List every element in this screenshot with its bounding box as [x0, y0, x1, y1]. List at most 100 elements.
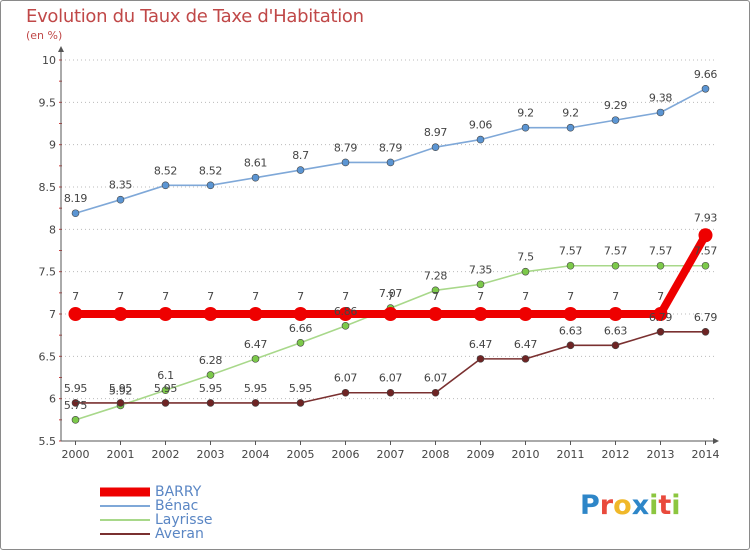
data-point-barry: [113, 307, 128, 321]
legend-item-barry: BARRY: [100, 484, 360, 500]
data-label-barry: 7: [612, 290, 619, 303]
x-tick-label: 2008: [422, 448, 450, 461]
data-label-layrisse: 7.35: [469, 263, 493, 276]
data-point-barry: [608, 307, 623, 321]
data-point-averan: [161, 399, 170, 407]
data-label-b-nac: 8.35: [109, 179, 133, 192]
data-label-barry: 7: [387, 290, 394, 303]
data-label-averan: 6.63: [559, 324, 583, 337]
data-point-layrisse: [296, 338, 305, 347]
data-point-averan: [566, 341, 575, 350]
chart-title: Evolution du Taux de Taxe d'Habitation: [26, 6, 364, 27]
x-tick-label: 2001: [107, 448, 135, 461]
data-point-averan: [341, 388, 350, 397]
legend-item-b-nac: Bénac: [100, 498, 360, 514]
data-point-layrisse: [71, 416, 80, 424]
data-point-layrisse: [206, 371, 215, 379]
data-point-b-nac: [161, 181, 170, 190]
data-label-layrisse: 6.1: [157, 369, 174, 382]
y-tick-label: 9: [49, 139, 56, 152]
data-label-layrisse: 6.86: [334, 305, 358, 318]
proxiti-logo: Proxiti: [580, 490, 681, 521]
data-label-averan: 6.47: [469, 338, 493, 351]
data-point-averan: [71, 399, 80, 407]
y-tick-label: 8: [49, 223, 56, 236]
data-label-barry: 7: [297, 290, 304, 303]
data-label-layrisse: 5.92: [109, 384, 132, 397]
data-point-averan: [701, 327, 710, 336]
data-point-averan: [656, 327, 665, 336]
data-point-b-nac: [656, 108, 665, 117]
x-tick-label: 2007: [377, 448, 405, 461]
data-point-b-nac: [701, 84, 710, 93]
data-label-b-nac: 9.38: [649, 91, 673, 104]
data-label-layrisse: 6.28: [199, 354, 223, 367]
data-point-barry: [518, 307, 533, 321]
logo-letter: P: [580, 490, 600, 521]
data-point-b-nac: [296, 166, 305, 174]
x-tick-label: 2013: [647, 448, 675, 461]
chart-subtitle: (en %): [26, 29, 63, 42]
data-label-b-nac: 9.66: [694, 68, 718, 81]
data-point-barry: [68, 307, 83, 321]
data-label-barry: 7: [567, 290, 574, 303]
y-axis-arrow: [58, 46, 64, 52]
data-label-averan: 5.95: [154, 382, 178, 395]
y-tick-label: 10: [42, 54, 56, 67]
data-label-b-nac: 9.2: [517, 107, 534, 120]
data-point-b-nac: [476, 135, 485, 144]
x-tick-label: 2002: [152, 448, 180, 461]
data-label-averan: 6.79: [649, 311, 673, 324]
data-point-averan: [476, 355, 485, 363]
y-tick-label: 6: [49, 393, 56, 406]
x-tick-label: 2010: [512, 448, 540, 461]
x-tick-label: 2000: [62, 448, 90, 461]
x-tick-label: 2005: [287, 448, 315, 461]
data-point-layrisse: [251, 355, 260, 363]
data-point-layrisse: [656, 261, 665, 270]
data-label-layrisse: 7.07: [379, 287, 403, 300]
data-label-barry: 7: [162, 290, 169, 303]
logo-letter: t: [658, 490, 672, 521]
data-point-barry: [428, 307, 443, 321]
y-tick-label: 7: [49, 308, 56, 321]
data-point-barry: [248, 307, 263, 321]
legend-swatch: [100, 505, 150, 507]
data-point-averan: [386, 388, 395, 397]
data-label-b-nac: 8.79: [334, 141, 358, 154]
data-point-b-nac: [71, 209, 80, 218]
data-point-barry: [698, 228, 713, 243]
data-label-averan: 5.95: [289, 382, 313, 395]
data-label-barry: 7: [252, 290, 259, 303]
x-axis-arrow: [713, 438, 719, 444]
x-tick-label: 2009: [467, 448, 495, 461]
legend-label: Bénac: [155, 498, 199, 514]
data-label-layrisse: 7.57: [604, 245, 628, 258]
data-label-barry: 7: [342, 290, 349, 303]
data-point-b-nac: [206, 181, 215, 190]
data-point-layrisse: [161, 386, 170, 395]
data-label-barry: 7: [117, 290, 124, 303]
data-label-averan: 6.07: [424, 372, 448, 385]
data-label-layrisse: 7.57: [649, 245, 673, 258]
data-label-b-nac: 8.52: [199, 164, 222, 177]
data-label-layrisse: 7.5: [517, 251, 534, 264]
data-label-averan: 6.63: [604, 324, 628, 337]
data-label-b-nac: 8.19: [64, 192, 88, 205]
data-label-b-nac: 8.97: [424, 126, 448, 139]
x-tick-label: 2011: [557, 448, 585, 461]
legend-swatch: [100, 519, 150, 521]
data-label-b-nac: 9.29: [604, 99, 628, 112]
data-label-layrisse: 7.28: [424, 269, 448, 282]
data-point-b-nac: [341, 158, 350, 167]
data-point-barry: [338, 307, 353, 321]
data-point-averan: [611, 341, 620, 350]
y-tick-label: 9.5: [39, 96, 57, 109]
x-tick-label: 2014: [692, 448, 720, 461]
data-point-layrisse: [431, 286, 440, 295]
data-point-layrisse: [611, 261, 620, 270]
data-point-layrisse: [701, 261, 710, 270]
data-point-layrisse: [521, 267, 530, 276]
data-point-b-nac: [116, 195, 125, 204]
